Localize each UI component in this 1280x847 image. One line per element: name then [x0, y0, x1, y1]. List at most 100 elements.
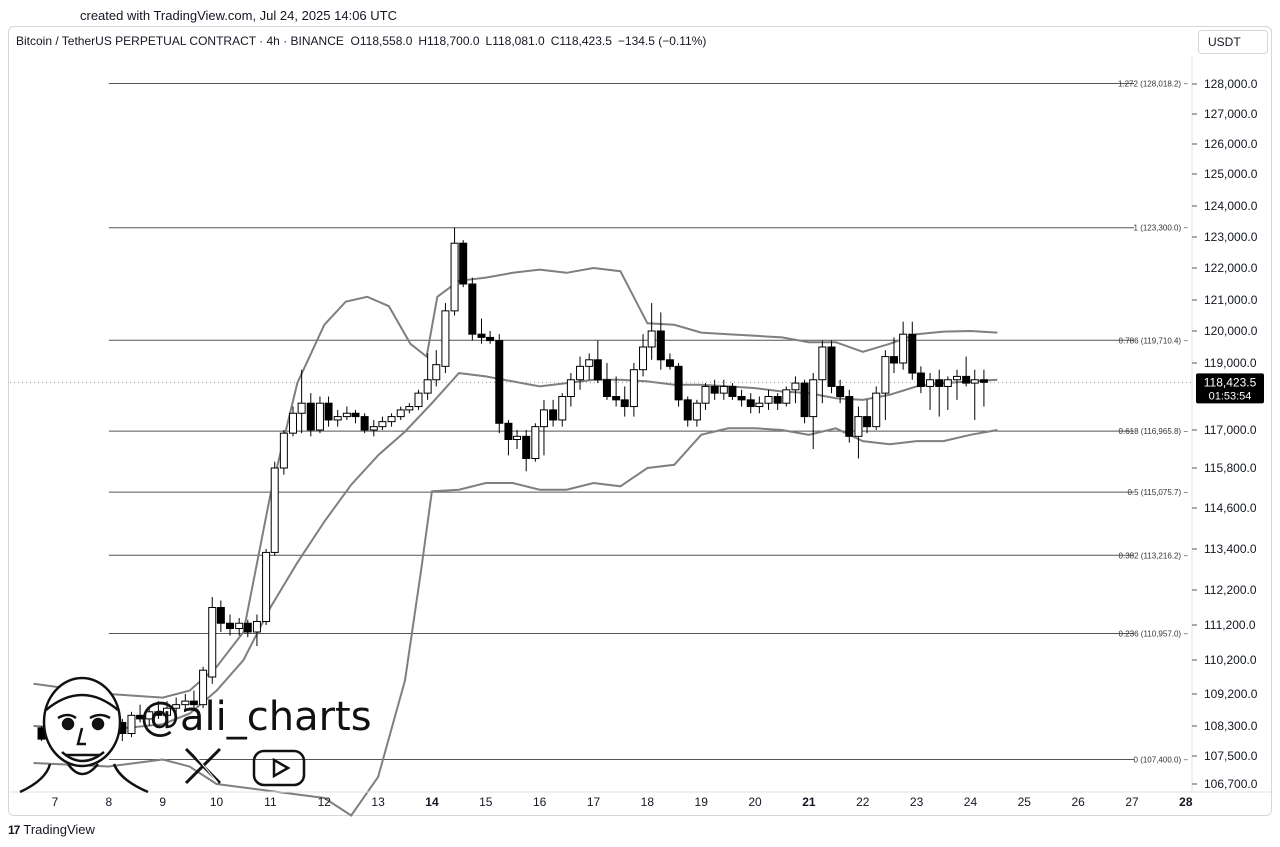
candle-body — [755, 402, 764, 408]
candle-body — [279, 432, 288, 469]
candle — [952, 369, 961, 400]
portrait-icon — [19, 676, 149, 794]
candle-body — [881, 356, 890, 394]
candle-body — [701, 385, 710, 404]
candle — [889, 337, 898, 374]
candle — [468, 277, 477, 341]
candle — [216, 600, 225, 632]
candle — [423, 353, 432, 400]
x-tick-label: 23 — [910, 795, 924, 809]
y-tick-label: 120,000.0 — [1204, 324, 1258, 338]
x-tick-label: 8 — [106, 795, 113, 809]
x-tick-label: 11 — [264, 795, 277, 809]
candle — [764, 389, 773, 410]
fib-label: 0.618 (116,965.8) − — [1119, 427, 1189, 436]
candle — [916, 366, 925, 394]
candle-body — [297, 402, 306, 414]
created-with-caption: created with TradingView.com, Jul 24, 20… — [80, 8, 397, 23]
y-tick-label: 123,000.0 — [1204, 230, 1258, 244]
candle-body — [979, 379, 988, 383]
candlesticks — [37, 227, 988, 745]
candle-body — [333, 416, 342, 421]
price-label-box — [1196, 373, 1264, 404]
candle-body — [746, 399, 755, 408]
candle — [279, 430, 288, 475]
candle-body — [827, 346, 836, 387]
candle — [495, 334, 504, 434]
candle-body — [262, 551, 271, 623]
candle-body — [773, 396, 782, 404]
candle — [127, 711, 136, 738]
candle — [683, 396, 692, 427]
candle — [926, 373, 935, 410]
candle — [306, 393, 315, 437]
candle-body — [216, 607, 225, 624]
candle-body — [782, 389, 791, 404]
candle-body — [270, 467, 279, 553]
currency-selector[interactable]: USDT — [1198, 30, 1268, 54]
candle-body — [441, 310, 450, 367]
x-tick-label: 27 — [1125, 795, 1139, 809]
candle-body — [477, 333, 486, 338]
x-tick-label: 22 — [856, 795, 870, 809]
y-tick-label: 121,000.0 — [1204, 293, 1258, 307]
candle-body — [899, 333, 908, 364]
candle-body — [539, 409, 548, 428]
candle-body — [378, 421, 387, 428]
candle-body — [432, 364, 441, 381]
ohlc-open: O118,558.0 — [350, 34, 413, 48]
ohlc-low: L118,081.0 — [485, 34, 545, 48]
candle — [746, 393, 755, 414]
price-label-countdown: 01:53:54 — [1209, 390, 1252, 402]
candle-body — [692, 402, 701, 421]
bollinger-lower — [33, 427, 998, 817]
candle-body — [809, 379, 818, 418]
fib-label: 0.382 (113,216.2) − — [1119, 551, 1189, 560]
y-tick-label: 128,000.0 — [1204, 77, 1258, 91]
candle — [612, 376, 621, 407]
y-tick-label: 112,200.0 — [1204, 583, 1257, 597]
candle — [674, 363, 683, 407]
candle-body — [566, 379, 575, 397]
symbol-title[interactable]: Bitcoin / TetherUS PERPETUAL CONTRACT · … — [16, 34, 344, 48]
candle — [235, 618, 244, 636]
candle — [387, 413, 396, 427]
candle-body — [522, 435, 531, 460]
candle — [728, 383, 737, 400]
candle — [522, 430, 531, 472]
candle — [827, 340, 836, 394]
x-tick-label: 13 — [371, 795, 385, 809]
candle — [620, 386, 629, 417]
candle-body — [970, 379, 979, 384]
candle — [665, 353, 674, 370]
candle-body — [414, 392, 423, 408]
candle-body — [889, 356, 898, 364]
candle-body — [513, 435, 522, 441]
candle — [163, 701, 172, 723]
candle — [791, 376, 800, 404]
candle — [549, 399, 558, 427]
candle-body — [495, 340, 504, 424]
candle-body — [405, 406, 414, 411]
x-tick-label: 18 — [641, 795, 655, 809]
candle-body — [208, 607, 217, 678]
candle-body — [423, 379, 432, 394]
candle — [324, 396, 333, 427]
candle — [908, 321, 917, 380]
candle — [396, 406, 405, 420]
candle-body — [710, 385, 719, 394]
x-tick-label: 25 — [1018, 795, 1032, 809]
candle-body — [127, 714, 136, 734]
symbol-legend[interactable]: Bitcoin / TetherUS PERPETUAL CONTRACT · … — [16, 34, 712, 48]
y-tick-label: 125,000.0 — [1204, 167, 1258, 181]
candle-body — [531, 426, 540, 459]
y-tick-label: 122,000.0 — [1204, 261, 1258, 275]
axes: 128,000.0 127,000.0 126,000.0 125,000.0 124,… — [10, 56, 1272, 809]
candle — [566, 373, 575, 407]
y-tick-label: 114,600.0 — [1204, 501, 1257, 515]
x-tick-label: 20 — [748, 795, 762, 809]
candle — [656, 312, 665, 370]
candle-body — [154, 711, 163, 716]
fibonacci-retracement: 1.272 (128,018.2) − 1 (123,300.0) − 0.786 … — [108, 79, 1189, 765]
